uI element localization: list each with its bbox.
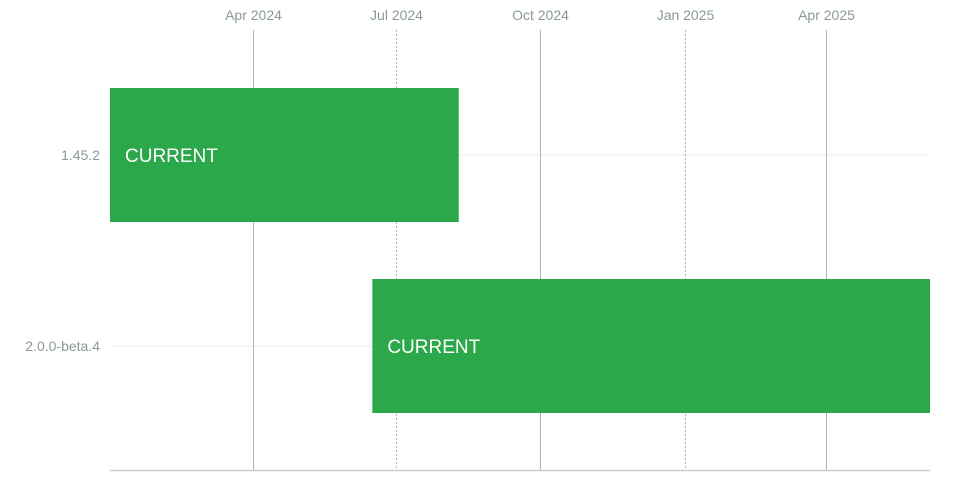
x-tick-label: Apr 2024 — [225, 7, 282, 23]
bar-status-label: CURRENT — [387, 337, 480, 358]
x-tick-label: Jul 2024 — [370, 7, 423, 23]
x-tick-label: Jan 2025 — [657, 7, 715, 23]
timeline-bar — [372, 279, 930, 413]
x-tick-label: Apr 2025 — [798, 7, 855, 23]
x-tick-label: Oct 2024 — [512, 7, 569, 23]
bar-status-label: CURRENT — [125, 146, 218, 167]
timeline-bar — [110, 88, 459, 222]
category-label: 1.45.2 — [61, 147, 100, 163]
category-label: 2.0.0-beta.4 — [25, 338, 100, 354]
